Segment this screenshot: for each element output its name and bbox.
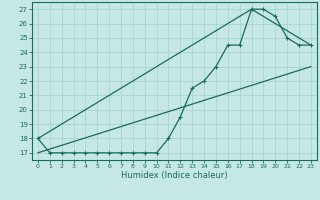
X-axis label: Humidex (Indice chaleur): Humidex (Indice chaleur)	[121, 171, 228, 180]
